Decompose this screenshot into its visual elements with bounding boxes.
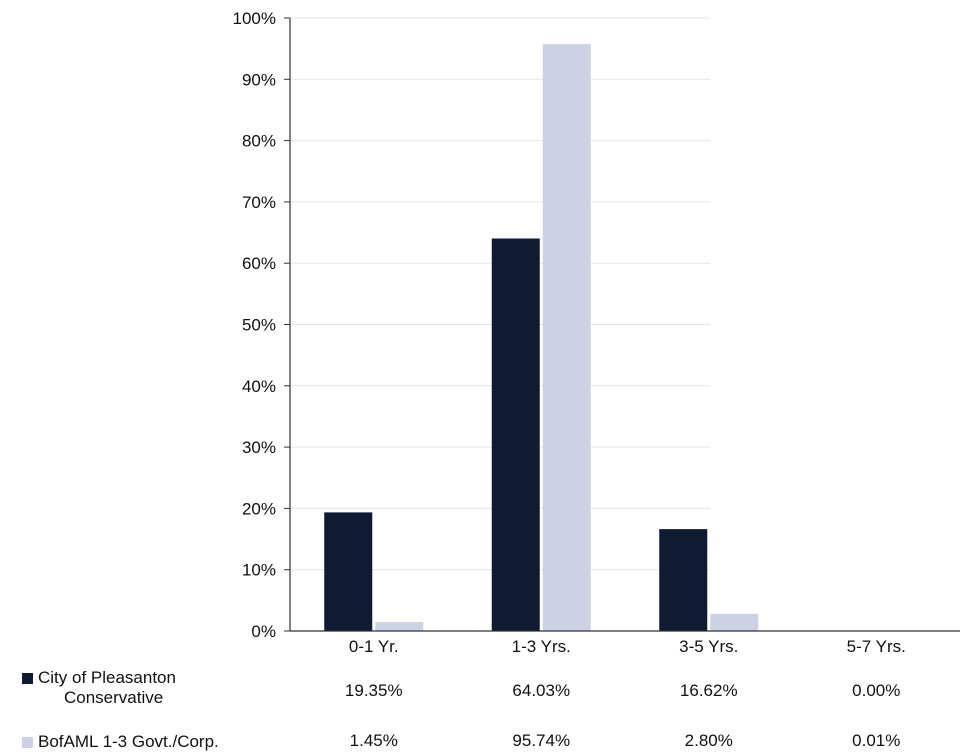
bar-bofaml-1 bbox=[542, 44, 591, 632]
legend-swatch bbox=[22, 737, 33, 748]
data-value-label: 1.45% bbox=[349, 731, 398, 750]
y-tick-label: 50% bbox=[242, 316, 276, 335]
y-tick-label: 80% bbox=[242, 132, 276, 151]
legend-label-line: City of Pleasanton bbox=[38, 668, 176, 687]
data-value-label: 64.03% bbox=[512, 681, 571, 700]
data-value-label: 16.62% bbox=[679, 681, 738, 700]
x-tick-label: 0-1 Yr. bbox=[348, 637, 399, 656]
y-tick-label: 0% bbox=[251, 622, 276, 640]
bar-city-of-pleasanton-1 bbox=[491, 238, 540, 631]
data-value-label: 19.35% bbox=[344, 681, 403, 700]
y-tick-label: 40% bbox=[242, 377, 276, 396]
y-tick-label: 60% bbox=[242, 254, 276, 273]
data-value-label: 0.00% bbox=[852, 681, 901, 700]
legend-swatch bbox=[22, 673, 33, 684]
bar-bofaml-2 bbox=[710, 613, 759, 631]
y-tick-labels: 0% 10% 20% 30% 40% 50% 60% 70% 80% 90% 100% bbox=[233, 9, 276, 640]
x-tick-label: 5-7 Yrs. bbox=[846, 637, 906, 656]
legend-label: City of Pleasanton Conservative bbox=[38, 668, 176, 708]
legend-label: BofAML 1-3 Govt./Corp. bbox=[38, 732, 219, 751]
bar-city-of-pleasanton-2 bbox=[659, 529, 708, 631]
bar-city-of-pleasanton-0 bbox=[324, 512, 373, 631]
x-tick-label: 3-5 Yrs. bbox=[679, 637, 739, 656]
data-value-label: 95.74% bbox=[512, 731, 571, 750]
bars bbox=[324, 44, 926, 632]
data-value-label: 2.80% bbox=[684, 731, 733, 750]
bar-bofaml-0 bbox=[375, 622, 424, 631]
y-tick-label: 100% bbox=[233, 9, 276, 28]
data-value-label: 0.01% bbox=[852, 731, 901, 750]
chart-plot: 0% 10% 20% 30% 40% 50% 60% 70% 80% 90% 100% bbox=[233, 9, 960, 640]
y-tick-label: 20% bbox=[242, 499, 276, 518]
y-tick-label: 70% bbox=[242, 193, 276, 212]
legend-label-line: Conservative bbox=[64, 688, 164, 707]
x-tick-label: 1-3 Yrs. bbox=[511, 637, 571, 656]
axes bbox=[284, 17, 960, 632]
y-tick-label: 90% bbox=[242, 70, 276, 89]
y-tick-label: 30% bbox=[242, 438, 276, 457]
y-tick-label: 10% bbox=[242, 561, 276, 580]
